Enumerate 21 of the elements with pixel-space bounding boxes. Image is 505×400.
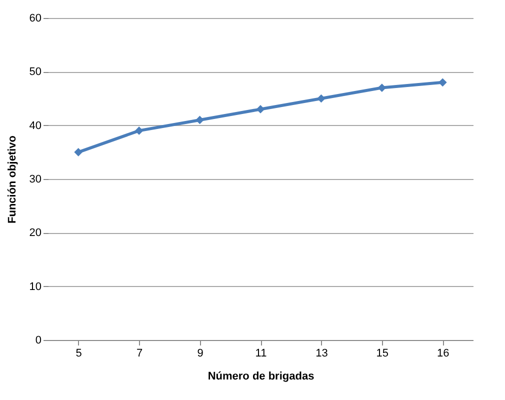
y-tick-label: 20 xyxy=(29,227,42,240)
point xyxy=(196,116,204,124)
x-tick-label: 15 xyxy=(376,348,389,360)
y-tick-label: 30 xyxy=(29,174,42,186)
y-tick-label: 0 xyxy=(35,334,42,346)
x-tick-label: 5 xyxy=(76,348,82,360)
y-tick-label: 50 xyxy=(29,66,42,78)
x-tick-label: 16 xyxy=(437,348,450,360)
point xyxy=(256,105,265,114)
y-tick-label: 40 xyxy=(29,120,42,132)
point xyxy=(134,126,144,135)
x-tick-label: 13 xyxy=(316,348,328,360)
x-tick-label: 9 xyxy=(197,348,204,360)
point xyxy=(74,148,83,156)
x-tick-label: 7 xyxy=(136,348,143,360)
y-axis-title: Función objetivo xyxy=(6,135,18,224)
point xyxy=(317,94,326,103)
y-tick-label: 60 xyxy=(29,12,42,24)
y-tick-label: 10 xyxy=(29,280,42,293)
x-tick-label: 11 xyxy=(255,348,267,360)
x-axis-title: Número de brigadas xyxy=(208,370,314,382)
